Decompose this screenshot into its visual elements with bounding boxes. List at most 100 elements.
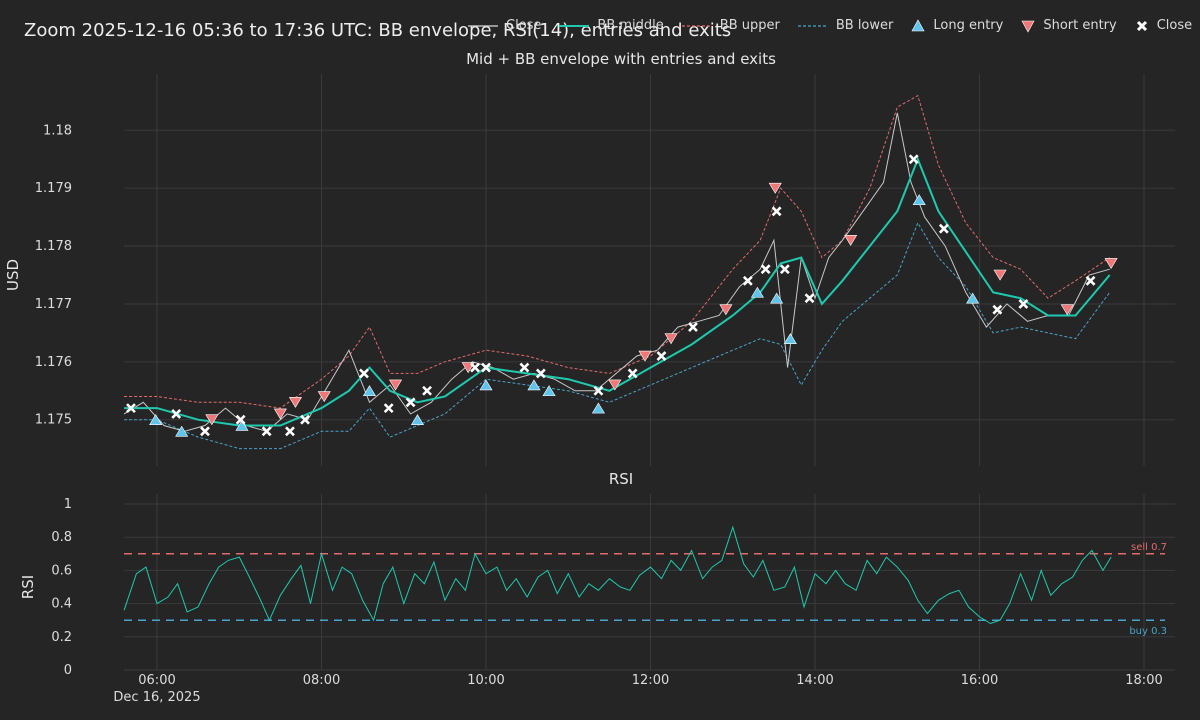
x-tick-sublabel: Dec 16, 2025	[113, 690, 200, 705]
short-entry-marker	[993, 269, 1007, 281]
exit-marker	[422, 385, 432, 396]
threshold-label: buy 0.3	[1129, 626, 1167, 637]
y-axis-label: RSI	[19, 575, 37, 599]
short-entry-marker	[273, 408, 287, 420]
exit-marker	[760, 264, 771, 275]
short-entry-marker	[317, 391, 331, 403]
exit-marker	[656, 351, 667, 361]
legend-item[interactable]: BB upper	[681, 18, 780, 33]
long-entry-marker	[542, 385, 556, 397]
short-entry-marker	[1104, 258, 1118, 270]
long-entry-marker	[527, 379, 541, 391]
exit-marker	[938, 223, 949, 234]
legend-swatch	[559, 24, 590, 27]
exit-marker	[779, 264, 790, 275]
exit-marker	[200, 426, 210, 437]
x-tick-label: 10:00	[467, 673, 504, 688]
y-tick-label: 1.176	[35, 355, 72, 370]
long-entry-marker	[362, 385, 377, 397]
short-entry-marker	[288, 397, 302, 408]
long-entry-marker	[410, 414, 424, 425]
short-entry-marker	[205, 414, 219, 426]
legend-item[interactable]: Short entry	[1021, 18, 1117, 33]
exit-marker	[804, 293, 815, 304]
exit-marker	[481, 362, 491, 373]
legend-item[interactable]: Close	[468, 18, 541, 33]
long-entry-marker	[479, 379, 493, 391]
x-tick-label: 12:00	[632, 673, 669, 688]
short-entry-marker	[388, 379, 403, 391]
series-bb-middle	[124, 156, 1111, 427]
legend-label: Close	[506, 18, 542, 33]
legend-item[interactable]: BB middle	[559, 18, 664, 33]
panel-title: Mid + BB envelope with entries and exits	[466, 50, 776, 68]
exit-marker	[593, 385, 604, 396]
y-tick-label: 1.177	[35, 297, 72, 312]
exit-marker	[742, 275, 753, 286]
exit-marker	[171, 408, 182, 419]
long-entry-marker	[175, 425, 189, 437]
legend-swatch	[911, 18, 925, 31]
rsi-panel: 0 0.2 0.4 0.6 0.8 1 RSI RSI sell 0.7 buy 0.3 06:00…	[19, 470, 1175, 705]
y-axis-label: USD	[4, 259, 22, 291]
exit-marker	[688, 322, 698, 333]
short-entry-marker	[844, 234, 858, 246]
y-tick-label: 0.2	[51, 630, 72, 645]
legend-swatch	[1021, 20, 1035, 33]
y-tick-label: 0.8	[51, 530, 72, 545]
legend-item[interactable]: BB lower	[797, 18, 893, 33]
short-entry-marker	[664, 333, 678, 345]
series-bb-lower	[124, 221, 1111, 450]
legend-swatch	[468, 24, 498, 27]
short-entry-marker	[1060, 304, 1074, 316]
long-entry-marker	[912, 194, 926, 206]
long-entry-marker	[750, 286, 764, 298]
y-tick-label: 1.178	[35, 239, 72, 254]
x-tick-label: 08:00	[303, 673, 340, 688]
y-tick-label: 1.179	[35, 181, 72, 196]
exit-marker	[126, 403, 136, 414]
y-tick-label: 1.175	[35, 413, 72, 428]
long-entry-marker	[235, 419, 249, 431]
legend-label: Long entry	[933, 18, 1004, 33]
legend-label: Short entry	[1043, 18, 1117, 33]
long-entry-marker	[966, 292, 980, 304]
short-entry-marker	[608, 379, 622, 391]
y-tick-label: 0	[64, 663, 72, 678]
y-tick-label: 1	[64, 497, 72, 512]
x-tick-label: 06:00	[138, 673, 175, 688]
y-tick-label: 0.6	[51, 563, 72, 578]
legend-swatch	[681, 24, 712, 27]
series-rsi	[123, 525, 1112, 625]
short-entry-marker	[719, 304, 733, 316]
exit-marker	[519, 362, 530, 373]
legend-item[interactable]: Long entry	[911, 18, 1003, 33]
y-tick-label: 0.4	[51, 597, 72, 612]
legend-label: BB middle	[597, 18, 664, 33]
exit-marker	[627, 368, 638, 379]
legend-item[interactable]: Close	[1135, 18, 1192, 33]
exit-marker	[470, 362, 480, 373]
threshold-label: sell 0.7	[1131, 542, 1167, 553]
legend-label: Close	[1156, 18, 1193, 33]
long-entry-marker	[149, 414, 163, 425]
x-tick-label: 14:00	[796, 673, 833, 688]
short-entry-marker	[638, 350, 652, 362]
exit-marker	[300, 414, 310, 425]
x-tick-label: 16:00	[961, 673, 998, 688]
long-entry-marker	[591, 402, 605, 414]
price-panel: 1.175 1.176 1.177 1.178 1.179 1.18 Mid + BB en…	[4, 50, 1175, 466]
legend-swatch	[797, 24, 828, 27]
legend: Close BB middle BB upper BB lower Long entry…	[468, 18, 1200, 33]
x-tick-label: 18:00	[1125, 673, 1162, 688]
exit-marker	[383, 403, 394, 414]
exit-marker	[535, 368, 546, 379]
y-tick-label: 1.18	[43, 123, 72, 138]
long-entry-marker	[770, 292, 784, 304]
series-bb-upper	[124, 94, 1110, 409]
exit-marker	[405, 397, 416, 408]
legend-swatch	[1136, 20, 1147, 31]
exit-marker	[1018, 299, 1029, 309]
long-entry-marker	[783, 333, 797, 344]
